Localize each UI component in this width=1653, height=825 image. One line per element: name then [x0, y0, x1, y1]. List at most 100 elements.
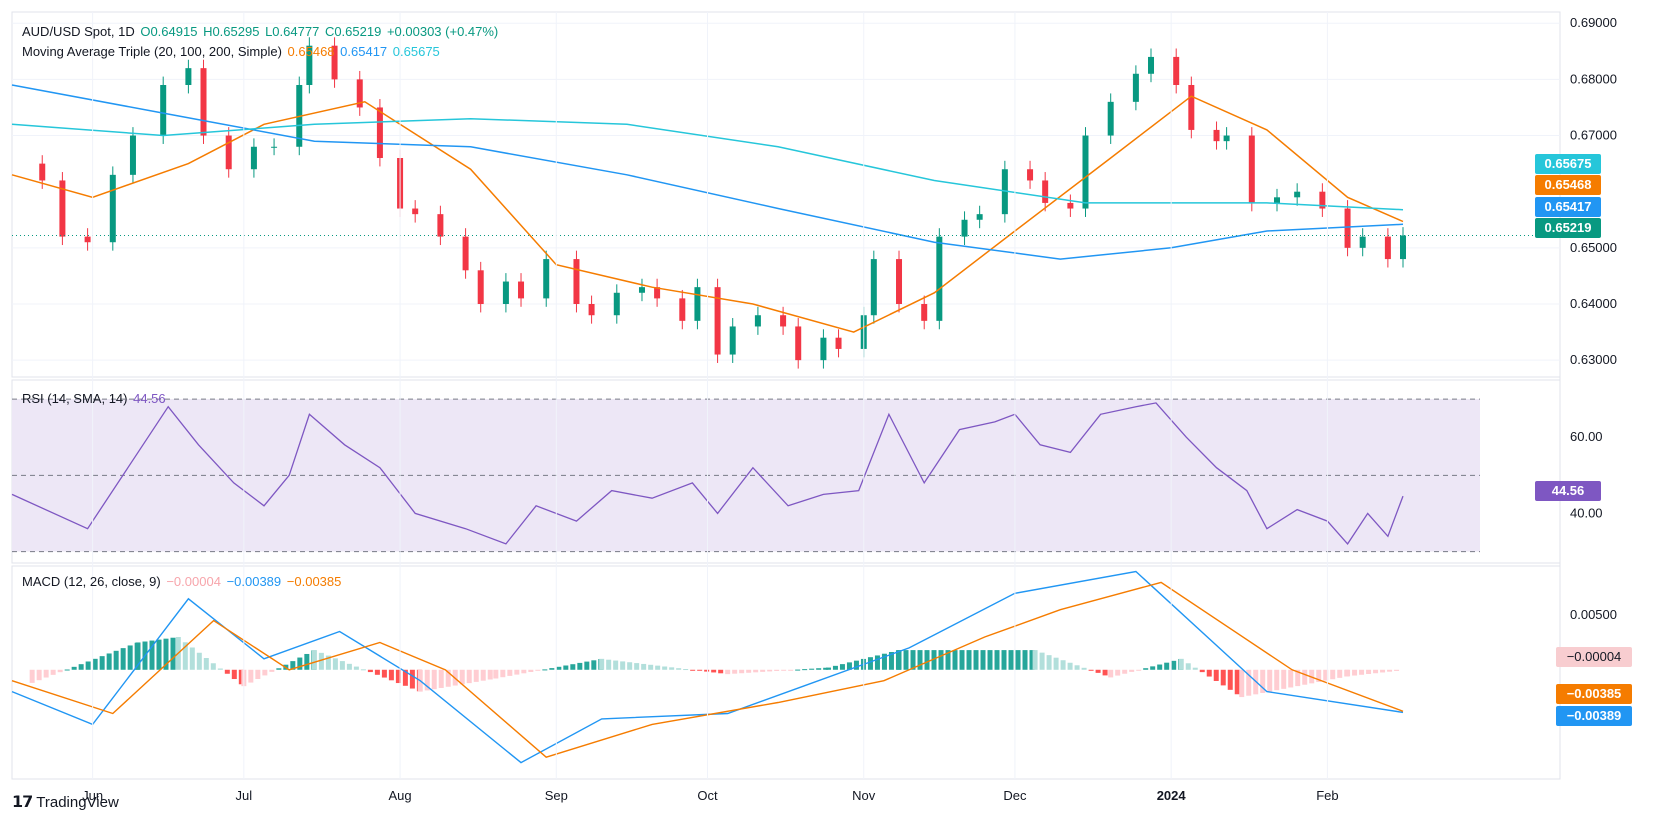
macd-histogram-bar [874, 655, 880, 670]
macd-histogram-bar [325, 655, 331, 670]
macd-histogram-bar [774, 669, 780, 671]
macd-histogram-bar [846, 662, 852, 670]
candle-body [306, 45, 313, 85]
macd-histogram-bar [1274, 669, 1280, 691]
macd-label[interactable]: MACD (12, 26, close, 9) [22, 574, 161, 589]
symbol-label[interactable]: AUD/USD Spot, 1D [22, 24, 135, 39]
candle-body [588, 304, 595, 316]
candle-body [39, 163, 46, 181]
price-tick-label: 0.64000 [1570, 296, 1617, 311]
macd-histogram-bar [374, 669, 380, 675]
candle-body [573, 259, 580, 304]
macd-histogram-bar [832, 665, 838, 670]
macd-histogram-bar [438, 669, 444, 688]
macd-histogram-bar [839, 664, 845, 670]
macd-histogram-bar [170, 637, 176, 670]
macd-histogram-bar [500, 669, 506, 678]
macd-histogram-bar [1008, 650, 1014, 670]
macd-histogram-bar [1352, 669, 1358, 676]
candle-body [1384, 236, 1391, 260]
macd-histogram-bar [360, 669, 366, 671]
macd-histogram-bar [1380, 669, 1386, 673]
macd-histogram-bar [1234, 669, 1240, 695]
macd-histogram-bar [346, 663, 352, 670]
candle-body [356, 79, 363, 108]
macd-signal-badge: −0.00385 [1556, 684, 1632, 704]
macd-histogram-bar [1143, 668, 1149, 670]
macd-line [11, 570, 1404, 764]
rsi-tick-label: 60.00 [1570, 429, 1603, 444]
candle-body [376, 107, 383, 158]
macd-histogram-bar [599, 658, 605, 670]
macd-histogram-bar [57, 669, 63, 673]
macd-histogram-bar [718, 669, 724, 674]
macd-histogram-bar [1345, 669, 1351, 677]
macd-histogram-bar [881, 653, 887, 670]
macd-histogram-bar [85, 661, 91, 670]
macd-histogram-bar [36, 669, 42, 681]
candle-body [820, 337, 827, 361]
candle-body [1067, 202, 1074, 209]
candle-body [1344, 208, 1351, 248]
macd-histogram-bar [704, 669, 710, 672]
macd-histogram-bar [669, 667, 675, 670]
time-tick-label: Oct [697, 788, 718, 803]
macd-histogram-bar [353, 666, 359, 670]
ma20-value: 0.65468 [287, 44, 335, 59]
candle-body [679, 298, 686, 321]
candle-body [613, 292, 620, 316]
macd-histogram-bar [1185, 663, 1191, 670]
macd-histogram-bar [1150, 666, 1156, 670]
macd-histogram-bar [788, 669, 794, 671]
macd-histogram-bar [549, 668, 555, 670]
macd-histogram-bar [332, 658, 338, 670]
macd-histogram-bar [71, 666, 77, 670]
macd-histogram-bar [1227, 669, 1233, 690]
macd-histogram-bar [966, 650, 972, 670]
macd-histogram-bar [655, 665, 661, 670]
candle-body [936, 236, 943, 321]
macd-histogram-bar [29, 669, 35, 683]
rsi-legend: RSI (14, SMA, 14) 44.56 [22, 391, 168, 407]
time-tick-label: Aug [388, 788, 411, 803]
signal-line [11, 581, 1404, 758]
macd-histogram-bar [903, 650, 909, 670]
macd-histogram-bar [952, 650, 958, 670]
macd-histogram-bar [1108, 669, 1114, 678]
macd-histogram-bar [1373, 669, 1379, 674]
macd-histogram-bar [113, 650, 119, 670]
rsi-label[interactable]: RSI (14, SMA, 14) [22, 391, 128, 406]
macd-histogram-bar [853, 660, 859, 670]
macd-histogram-bar [1136, 669, 1142, 671]
candle-body [1248, 135, 1255, 203]
change-value: +0.00303 (+0.47%) [386, 24, 499, 39]
macd-histogram-bar [466, 669, 472, 684]
macd-histogram-bar [917, 650, 923, 670]
macd-histogram-bar [127, 645, 133, 670]
macd-histogram-bar [1039, 652, 1045, 670]
candle-body [1027, 169, 1034, 181]
candle-body [225, 135, 232, 170]
macd-histogram-bar [1081, 667, 1087, 670]
macd-histogram-bar [888, 651, 894, 670]
macd-histogram-bar [1129, 669, 1135, 672]
macd-histogram-bar [641, 663, 647, 670]
macd-histogram-bar [318, 652, 324, 670]
tradingview-brand[interactable]: 𝟭𝟳 TradingView [12, 792, 119, 812]
macd-hist-badge: −0.00004 [1556, 647, 1632, 667]
macd-histogram-bar [825, 667, 831, 670]
high-value: H0.65295 [203, 24, 260, 39]
macd-histogram-bar [50, 669, 56, 675]
macd-histogram-bar [248, 669, 254, 683]
macd-histogram-bar [1192, 667, 1198, 670]
macd-histogram-bar [556, 666, 562, 670]
macd-histogram-bar [445, 669, 451, 687]
macd-histogram-bar [1102, 669, 1108, 676]
low-value: L0.64777 [265, 24, 320, 39]
candle-body [961, 219, 968, 237]
ma-legend: Moving Average Triple (20, 100, 200, Sim… [22, 44, 442, 60]
ma-label[interactable]: Moving Average Triple (20, 100, 200, Sim… [22, 44, 282, 59]
brand-label: TradingView [36, 793, 119, 811]
macd-histogram-bar [1359, 669, 1365, 675]
candle-body [59, 180, 66, 237]
